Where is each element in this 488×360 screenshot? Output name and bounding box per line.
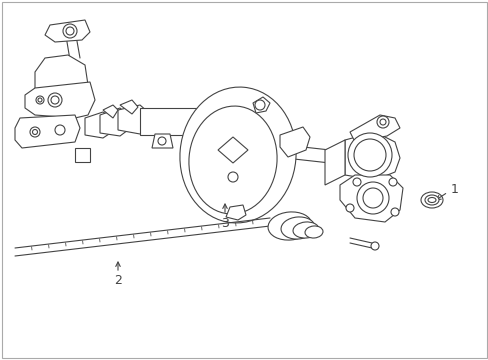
Circle shape xyxy=(356,182,388,214)
Circle shape xyxy=(346,204,353,212)
Polygon shape xyxy=(218,137,247,163)
Polygon shape xyxy=(100,108,128,136)
Ellipse shape xyxy=(188,106,277,214)
Polygon shape xyxy=(280,127,309,157)
Text: 3: 3 xyxy=(221,216,228,230)
Polygon shape xyxy=(152,134,173,148)
Ellipse shape xyxy=(281,217,314,239)
Circle shape xyxy=(352,178,360,186)
Polygon shape xyxy=(118,105,148,134)
Ellipse shape xyxy=(267,212,311,240)
Circle shape xyxy=(390,208,398,216)
Polygon shape xyxy=(120,100,138,114)
Polygon shape xyxy=(15,115,80,148)
Ellipse shape xyxy=(347,133,391,177)
Circle shape xyxy=(48,93,62,107)
Circle shape xyxy=(66,27,74,35)
Polygon shape xyxy=(345,132,399,180)
Polygon shape xyxy=(103,105,118,118)
Text: 2: 2 xyxy=(114,274,122,287)
Polygon shape xyxy=(349,115,399,142)
Text: 1: 1 xyxy=(450,183,458,195)
Polygon shape xyxy=(85,112,112,138)
Polygon shape xyxy=(25,82,95,118)
Polygon shape xyxy=(35,55,88,110)
Circle shape xyxy=(158,137,165,145)
Ellipse shape xyxy=(180,87,295,223)
Ellipse shape xyxy=(305,226,322,238)
Ellipse shape xyxy=(292,222,318,238)
Circle shape xyxy=(370,242,378,250)
Circle shape xyxy=(51,96,59,104)
Polygon shape xyxy=(225,205,245,220)
Ellipse shape xyxy=(427,198,435,202)
Circle shape xyxy=(254,100,264,110)
Polygon shape xyxy=(75,148,90,162)
Ellipse shape xyxy=(353,139,385,171)
Circle shape xyxy=(379,119,385,125)
Polygon shape xyxy=(339,175,402,222)
Circle shape xyxy=(36,96,44,104)
Circle shape xyxy=(32,130,38,135)
Circle shape xyxy=(30,127,40,137)
Circle shape xyxy=(38,98,42,102)
Polygon shape xyxy=(140,108,200,135)
Ellipse shape xyxy=(420,192,442,208)
Circle shape xyxy=(362,188,382,208)
Circle shape xyxy=(55,125,65,135)
Polygon shape xyxy=(325,140,345,185)
Circle shape xyxy=(227,172,238,182)
Circle shape xyxy=(388,178,396,186)
Circle shape xyxy=(63,24,77,38)
Circle shape xyxy=(376,116,388,128)
Ellipse shape xyxy=(424,195,438,205)
Polygon shape xyxy=(252,97,269,113)
Polygon shape xyxy=(45,20,90,42)
